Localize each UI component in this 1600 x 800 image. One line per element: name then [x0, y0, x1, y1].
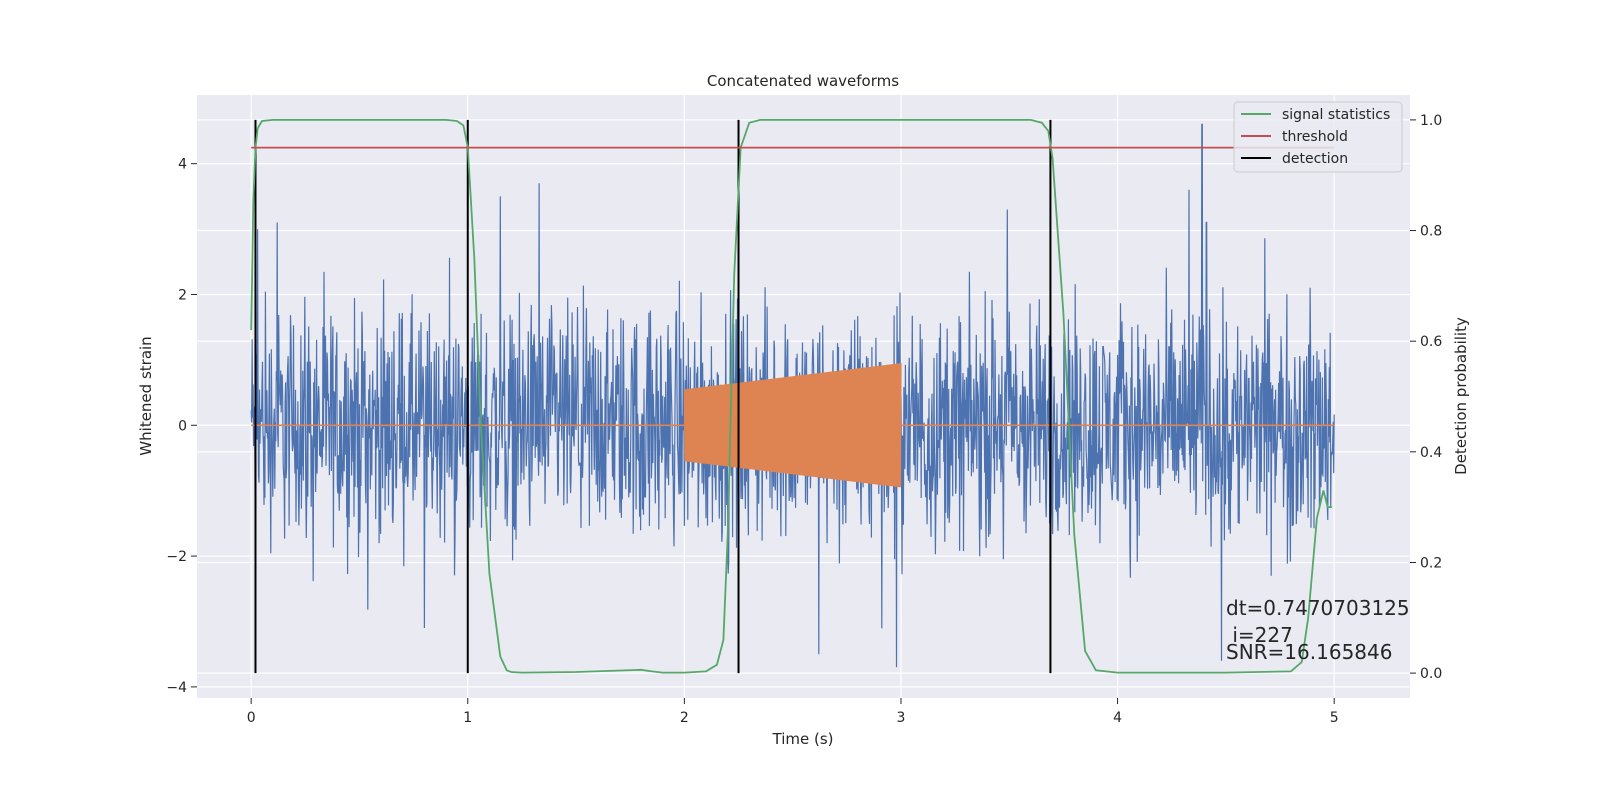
y-right-tick-label: 0.6 [1420, 334, 1442, 350]
annotation-dt: dt=0.7470703125 [1226, 596, 1410, 620]
y-right-tick-label: 1.0 [1420, 113, 1442, 129]
x-axis-label: Time (s) [772, 730, 834, 748]
y-right-tick-label: 0.0 [1420, 666, 1442, 682]
y-left-tick-label: −4 [166, 680, 187, 696]
y-left-tick-label: 2 [178, 287, 187, 303]
y-left-tick-label: 4 [178, 157, 187, 173]
chart-title: Concatenated waveforms [707, 72, 899, 90]
y-right-tick-label: 0.8 [1420, 224, 1442, 240]
y-left-tick-label: 0 [178, 418, 187, 434]
injection-chirp [683, 363, 902, 488]
y-axis-right-label: Detection probability [1452, 317, 1470, 475]
x-tick-label: 1 [463, 710, 472, 726]
legend-items: signal statistics threshold detection [1241, 107, 1390, 167]
x-tick-label: 4 [1113, 710, 1122, 726]
x-tick-label: 0 [247, 710, 256, 726]
y-right-tick-label: 0.2 [1420, 555, 1442, 571]
detection-lines [254, 119, 1052, 674]
stats-annotation: dt=0.7470703125 i=227 SNR=16.165846 [1226, 596, 1410, 664]
y-right-tick-label: 0.4 [1420, 445, 1442, 461]
annotation-index: i=227 [1226, 623, 1293, 647]
legend-label-statistics: signal statistics [1282, 107, 1390, 123]
legend-label-detection: detection [1282, 151, 1348, 167]
x-tick-label: 3 [897, 710, 906, 726]
y-axis-left-label: Whitened strain [137, 336, 155, 455]
x-tick-label: 5 [1330, 710, 1339, 726]
annotation-snr: SNR=16.165846 [1226, 640, 1392, 664]
probability-series [250, 119, 1335, 674]
x-axis-ticks: 0 1 2 3 4 5 [247, 698, 1339, 726]
x-tick-label: 2 [680, 710, 689, 726]
y-left-tick-label: −2 [166, 549, 187, 565]
legend-label-threshold: threshold [1282, 129, 1348, 145]
legend: signal statistics threshold detection [1233, 101, 1403, 173]
series-statistics [250, 119, 1332, 674]
legend-box [1233, 101, 1403, 173]
y-axis-right-ticks: 0.0 0.2 0.4 0.6 0.8 1.0 [1410, 113, 1442, 682]
y-axis-left-ticks: −4 −2 0 2 4 [166, 157, 197, 696]
